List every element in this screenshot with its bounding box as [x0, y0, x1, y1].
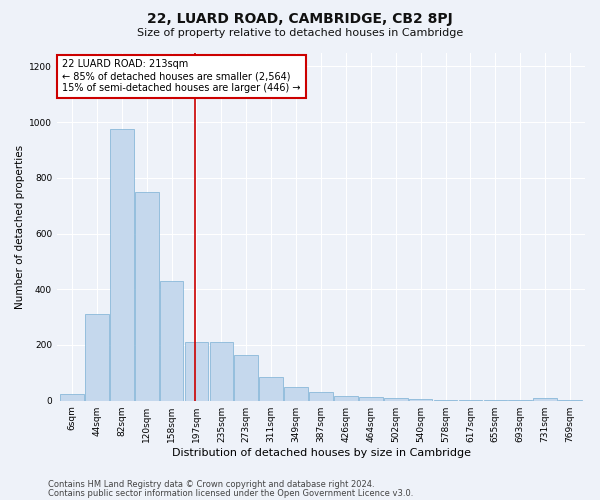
Bar: [85, 314, 109, 400]
Bar: [185, 342, 208, 400]
Text: 22 LUARD ROAD: 213sqm
← 85% of detached houses are smaller (2,564)
15% of semi-d: 22 LUARD ROAD: 213sqm ← 85% of detached …: [62, 60, 301, 92]
Text: 22, LUARD ROAD, CAMBRIDGE, CB2 8PJ: 22, LUARD ROAD, CAMBRIDGE, CB2 8PJ: [147, 12, 453, 26]
Bar: [359, 397, 383, 400]
Bar: [284, 387, 308, 400]
Bar: [334, 396, 358, 400]
Bar: [60, 394, 84, 400]
Text: Contains public sector information licensed under the Open Government Licence v3: Contains public sector information licen…: [48, 488, 413, 498]
X-axis label: Distribution of detached houses by size in Cambridge: Distribution of detached houses by size …: [172, 448, 470, 458]
Bar: [135, 192, 158, 400]
Y-axis label: Number of detached properties: Number of detached properties: [15, 144, 25, 308]
Bar: [110, 129, 134, 400]
Text: Size of property relative to detached houses in Cambridge: Size of property relative to detached ho…: [137, 28, 463, 38]
Text: Contains HM Land Registry data © Crown copyright and database right 2024.: Contains HM Land Registry data © Crown c…: [48, 480, 374, 489]
Bar: [209, 342, 233, 400]
Bar: [384, 398, 407, 400]
Bar: [309, 392, 333, 400]
Bar: [259, 377, 283, 400]
Bar: [533, 398, 557, 400]
Bar: [235, 354, 258, 401]
Bar: [160, 281, 184, 400]
